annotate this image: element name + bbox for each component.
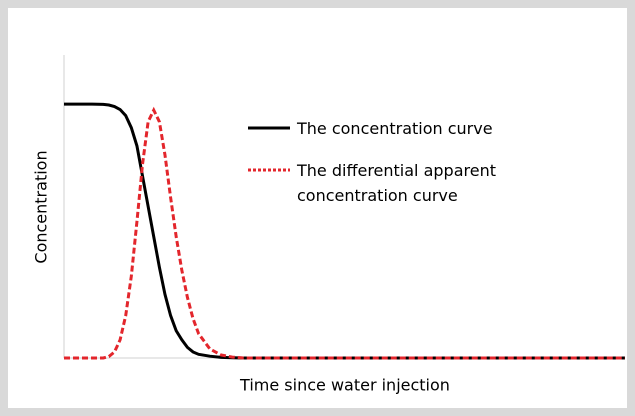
x-axis-label: Time since water injection [239,376,450,395]
legend-label: The concentration curve [297,118,493,138]
series-line [64,102,625,360]
legend-label: The differential apparent concentration … [297,160,496,205]
series-line [64,106,625,360]
y-axis-label: Concentration [32,150,51,263]
plot-card [8,8,627,408]
